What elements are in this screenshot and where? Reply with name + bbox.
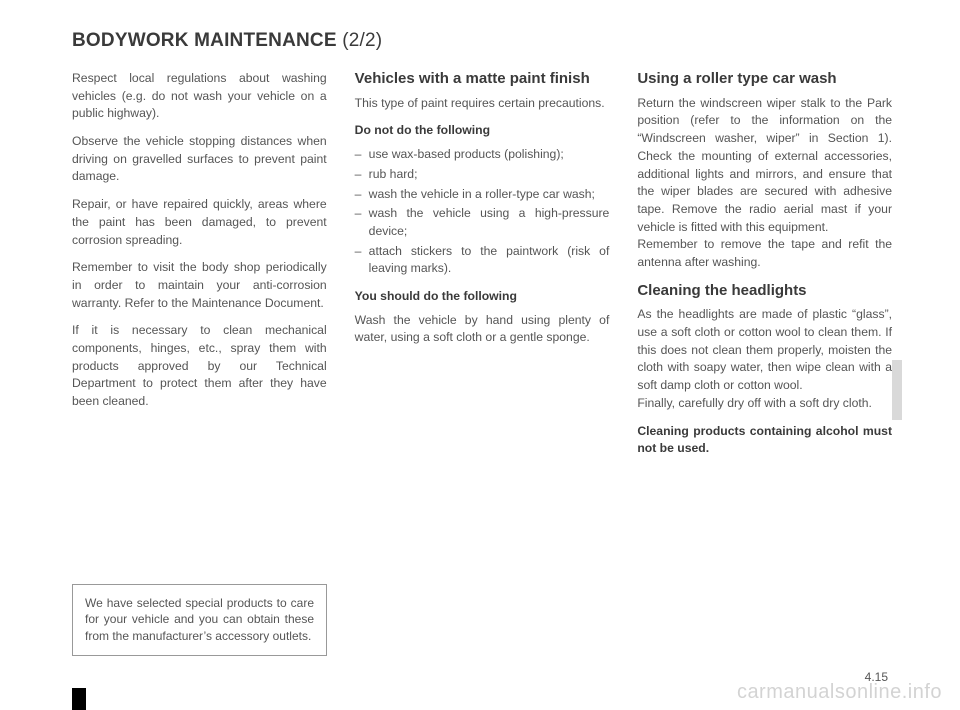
col1-p5: If it is necessary to clean mechani­cal … xyxy=(72,322,327,410)
col2-subhead-donot: Do not do the following xyxy=(355,122,610,140)
title-main: BODYWORK MAINTENANCE xyxy=(72,30,342,51)
black-tab xyxy=(72,688,86,710)
col3-p2b: Finally, carefully dry off with a soft d… xyxy=(637,395,892,413)
list-item: attach stickers to the paintwork (risk o… xyxy=(355,243,610,278)
watermark: carmanualsonline.info xyxy=(737,681,942,704)
col1-p3: Repair, or have repaired quickly, areas … xyxy=(72,196,327,249)
note-box: We have selected special products to car… xyxy=(72,584,327,656)
column-2: Vehicles with a matte paint finish This … xyxy=(355,70,610,670)
columns: Respect local regulations about wash­ing… xyxy=(72,70,892,670)
col2-subhead-should: You should do the following xyxy=(355,288,610,306)
col2-p2: Wash the vehicle by hand using plenty of… xyxy=(355,312,610,347)
col1-p1: Respect local regulations about wash­ing… xyxy=(72,70,327,123)
title-suffix: (2/2) xyxy=(342,30,382,51)
col3-p3: Cleaning products containing alco­hol mu… xyxy=(637,423,892,458)
list-item: wash the vehicle using a high-pres­sure … xyxy=(355,205,610,240)
col3-p1: Return the windscreen wiper stalk to the… xyxy=(637,95,892,237)
list-item: use wax-based products (polishing); xyxy=(355,146,610,164)
list-item: rub hard; xyxy=(355,166,610,184)
col3-p1b: Remember to remove the tape and refit th… xyxy=(637,236,892,271)
col2-p1: This type of paint requires certain pre­… xyxy=(355,95,610,113)
col1-p4: Remember to visit the body shop pe­riodi… xyxy=(72,259,327,312)
column-1: Respect local regulations about wash­ing… xyxy=(72,70,327,670)
col2-heading: Vehicles with a matte paint finish xyxy=(355,70,610,89)
col3-heading-roller: Using a roller type car wash xyxy=(637,70,892,89)
note-text: We have selected special products to car… xyxy=(85,596,314,644)
page-title: BODYWORK MAINTENANCE (2/2) xyxy=(72,30,892,52)
column-3: Using a roller type car wash Return the … xyxy=(637,70,892,670)
col3-p2: As the headlights are made of plastic “g… xyxy=(637,306,892,394)
col2-donot-list: use wax-based products (polishing); rub … xyxy=(355,146,610,278)
edge-tab xyxy=(892,360,902,420)
list-item: wash the vehicle in a roller-type car wa… xyxy=(355,186,610,204)
page-content: BODYWORK MAINTENANCE (2/2) Respect local… xyxy=(72,30,892,670)
col3-heading-headlights: Cleaning the headlights xyxy=(637,282,892,301)
col1-p2: Observe the vehicle stopping distances w… xyxy=(72,133,327,186)
